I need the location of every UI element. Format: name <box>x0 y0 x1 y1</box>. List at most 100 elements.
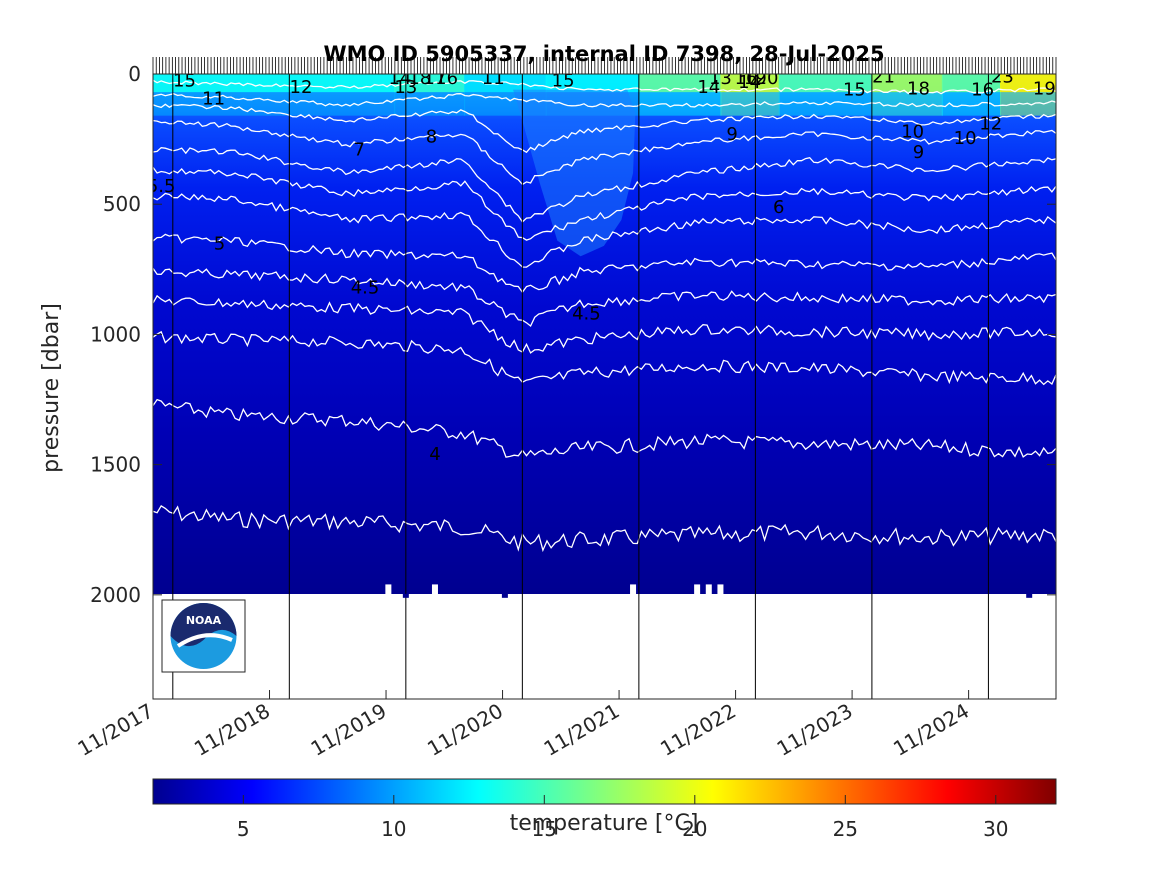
x-tick-label: 11/2021 <box>540 699 624 761</box>
isotherm-13 <box>153 93 1056 108</box>
isotherm-contours <box>153 79 1056 553</box>
surface-patch <box>720 74 780 93</box>
subsurface-patch <box>638 92 722 116</box>
contour-label: 12 <box>290 77 313 98</box>
isotherm-4.5 <box>153 398 1056 458</box>
y-tick-label: 1500 <box>90 453 141 477</box>
isotherm-12 <box>153 103 1056 154</box>
x-tick-label: 11/2022 <box>656 699 740 761</box>
noaa-logo: NOAA <box>161 599 246 673</box>
colorbar-tick-label: 5 <box>237 817 250 841</box>
contour-label: 16 <box>435 68 458 89</box>
contour-label: 9 <box>726 124 737 145</box>
isotherm-10 <box>153 147 1056 223</box>
colorbar-tick-label: 20 <box>682 817 707 841</box>
contour-label: 12 <box>979 113 1002 134</box>
contour-label: 14 <box>697 77 720 98</box>
contour-label: 19 <box>1033 78 1056 99</box>
colorbar-gradient <box>152 778 1057 805</box>
contour-label: 10 <box>901 121 924 142</box>
missing-data-mark <box>694 584 701 596</box>
colorbar-label: temperature [°C] <box>510 811 699 836</box>
missing-data-mark <box>431 584 438 596</box>
surface-patch <box>778 74 873 93</box>
data-bottom-mark <box>501 593 508 598</box>
colorbar-tick-label: 15 <box>532 817 557 841</box>
contour-label: 15 <box>173 71 196 92</box>
contour-label: 13 <box>394 77 417 98</box>
contour-label: 16 <box>971 80 994 101</box>
contour-label: 23 <box>991 67 1014 88</box>
isotherm-6 <box>153 267 1056 328</box>
colorbar-tick-label: 30 <box>983 817 1008 841</box>
y-axis-label: pressure [dbar] <box>39 303 64 473</box>
contour-label: 16 <box>735 68 758 89</box>
missing-data-mark <box>717 584 724 596</box>
missing-data-mark <box>385 584 392 596</box>
contour-label: 20 <box>756 68 779 89</box>
isotherm-5.5 <box>153 294 1056 354</box>
isotherm-4 <box>153 505 1056 553</box>
isotherm-9 <box>153 166 1056 241</box>
colorbar-tick-label: 25 <box>833 817 858 841</box>
x-tick-label: 11/2019 <box>307 699 391 761</box>
y-tick-label: 2000 <box>90 583 141 607</box>
contour-label: 15 <box>843 80 866 101</box>
isotherm-15 <box>153 79 1056 95</box>
colorbar-tick-label: 10 <box>381 817 406 841</box>
y-tick-label: 0 <box>128 62 141 86</box>
x-axis-ticks: 11/2017 11/2018 11/2019 11/2020 11/2021 11/20… <box>74 690 973 761</box>
contour-label: 8 <box>426 127 437 148</box>
axes-box <box>152 73 1057 700</box>
isotherm-5 <box>153 330 1056 386</box>
surface-patch <box>941 74 1002 93</box>
subsurface-patch <box>153 92 396 116</box>
noaa-logo-text: NOAA <box>186 614 222 627</box>
contour-label: 5.5 <box>147 176 176 197</box>
contour-label: 14 <box>389 68 412 89</box>
isotherm-7 <box>153 233 1056 294</box>
contour-label: 10 <box>954 128 977 149</box>
surface-patch <box>394 74 466 93</box>
contour-label: 18 <box>408 68 431 89</box>
surface-patch <box>638 74 722 93</box>
contour-label: 4.5 <box>572 304 601 325</box>
x-tick-label: 11/2017 <box>74 699 158 761</box>
missing-data-marks <box>385 584 1064 598</box>
y-tick-label: 1000 <box>90 322 141 346</box>
missing-data-mark <box>705 584 712 596</box>
colorbar-ticks: 5 10 15 20 25 30 <box>237 795 1009 841</box>
x-tick-label: 11/2023 <box>773 699 857 761</box>
isotherm-dip-shading <box>513 89 636 257</box>
colorbar: 5 10 15 20 25 30 temperature [°C] <box>152 778 1057 841</box>
surface-patch <box>871 74 943 93</box>
x-tick-label: 11/2020 <box>423 699 507 761</box>
isotherm-11 <box>153 119 1056 186</box>
contour-label: 6 <box>773 197 784 218</box>
contour-label: 11 <box>482 68 505 89</box>
contour-label: 4 <box>429 444 440 465</box>
profile-tick-fringe <box>152 57 1057 74</box>
x-tick-label: 11/2018 <box>190 699 274 761</box>
subsurface-patch <box>871 92 943 116</box>
contour-label: 19 <box>744 68 767 89</box>
contour-label: 18 <box>907 78 930 99</box>
chart-title: WMO ID 5905337, internal ID 7398, 28-Jul… <box>323 42 884 66</box>
contour-label: 21 <box>872 67 895 88</box>
contour-label: 14 <box>738 72 761 93</box>
contour-label: 9 <box>913 142 924 163</box>
contour-label: 17 <box>424 68 447 89</box>
warm-surface-layer <box>153 74 1056 116</box>
y-axis-ticks: 0 500 1000 1500 2000 <box>90 62 1056 607</box>
contour-label: 5 <box>214 233 225 254</box>
data-bottom-mark <box>402 593 409 598</box>
isotherm-8 <box>153 192 1056 268</box>
contour-label: 4.5 <box>351 278 380 299</box>
subsurface-patch <box>778 92 873 116</box>
contour-label: 7 <box>354 140 365 161</box>
missing-data-mark <box>1058 584 1064 595</box>
x-tick-label: 11/2024 <box>889 699 973 761</box>
